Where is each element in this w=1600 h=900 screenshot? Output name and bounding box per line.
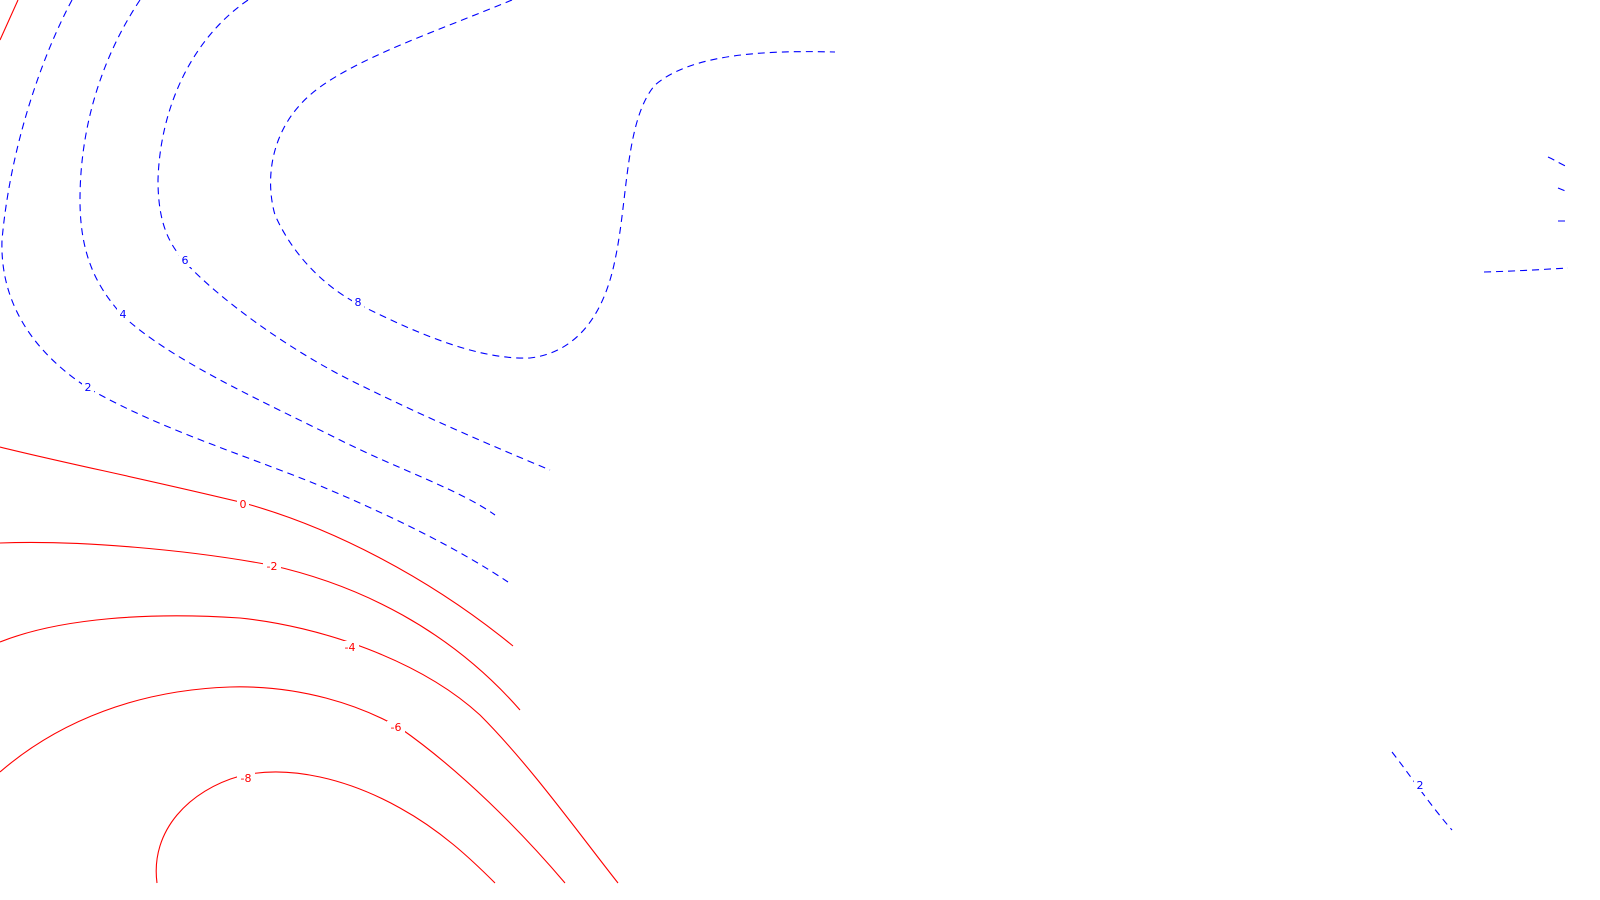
contour-labels: 8 6 4 2 0 -2 -4 -6: [82, 254, 1426, 792]
contour-label-minus-8: -8: [237, 772, 255, 785]
contour-label-minus-4: -4: [341, 641, 359, 654]
contour-label-8-text: 8: [355, 296, 362, 309]
contour-label-2-east-text: 2: [1417, 779, 1424, 792]
contour-label-minus-6-text: -6: [391, 721, 402, 734]
contour-line-4: [79, 0, 496, 516]
contour-line-minus-6: [0, 686, 566, 884]
contour-label-8: 8: [352, 296, 364, 309]
contour-line-minus-4: [0, 615, 619, 884]
contour-line-2-east: [1391, 751, 1453, 831]
contour-label-minus-6: -6: [387, 721, 405, 734]
contour-label-4-text: 4: [120, 308, 127, 321]
contour-label-4: 4: [117, 308, 129, 321]
contour-label-minus-2: -2: [263, 560, 281, 573]
contour-line-2: [1, 0, 509, 583]
contour-label-0: 0: [237, 498, 249, 511]
contour-label-6: 6: [179, 254, 191, 267]
contour-label-0-text: 0: [240, 498, 247, 511]
contour-line-6: [157, 0, 551, 471]
contour-line-edge-east: [1547, 156, 1569, 222]
contour-label-minus-2-text: -2: [267, 560, 278, 573]
contour-label-2-east: 2: [1414, 779, 1426, 792]
contour-line-corner: [0, 0, 19, 41]
contour-label-2-text: 2: [85, 381, 92, 394]
contour-line-edge-northeast: [1483, 267, 1569, 273]
contour-line-0: [0, 446, 514, 647]
contour-line-minus-2: [0, 541, 521, 711]
contour-label-minus-8-text: -8: [241, 772, 252, 785]
contour-label-2: 2: [82, 381, 94, 394]
contour-line-minus-8: [155, 771, 496, 884]
contour-label-6-text: 6: [182, 254, 189, 267]
contour-label-minus-4-text: -4: [345, 641, 356, 654]
